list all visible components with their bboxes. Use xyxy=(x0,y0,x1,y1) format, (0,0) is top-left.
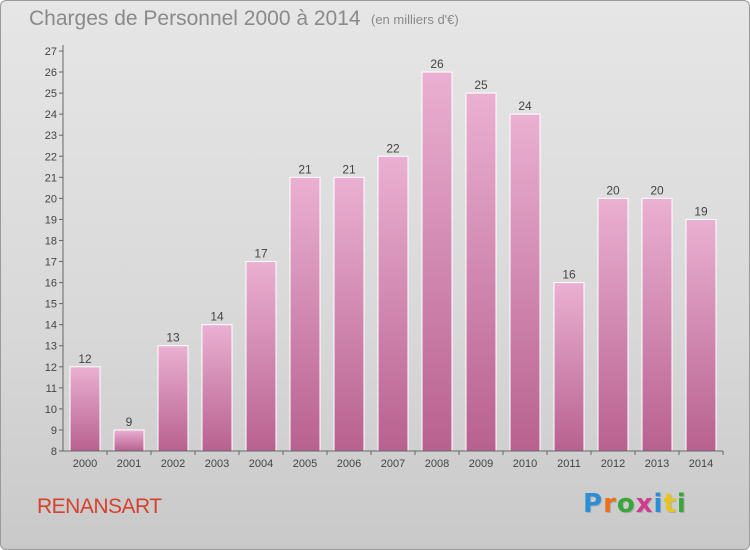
bar-value-label: 16 xyxy=(562,268,576,282)
y-tick-label: 15 xyxy=(45,299,57,311)
y-tick-label: 27 xyxy=(45,46,57,58)
bar-value-label: 26 xyxy=(430,57,444,71)
bar-value-label: 19 xyxy=(694,204,708,218)
bar-value-label: 25 xyxy=(474,78,488,92)
x-tick-label: 2013 xyxy=(645,458,669,470)
x-tick-label: 2008 xyxy=(425,458,449,470)
y-tick-label: 22 xyxy=(45,151,57,163)
x-tick-label: 2001 xyxy=(117,458,141,470)
bar-value-label: 12 xyxy=(78,352,92,366)
y-tick-label: 20 xyxy=(45,193,57,205)
x-tick-label: 2004 xyxy=(249,458,273,470)
bar-value-label: 14 xyxy=(210,310,224,324)
x-tick-label: 2003 xyxy=(205,458,229,470)
bar-2007 xyxy=(377,155,409,452)
bar-2003 xyxy=(201,324,233,452)
bar-value-label: 21 xyxy=(298,162,312,176)
bar-value-label: 20 xyxy=(606,183,620,197)
x-tick-label: 2011 xyxy=(557,458,581,470)
chart-title: Charges de Personnel 2000 à 2014 xyxy=(29,7,361,30)
logo-letter: o xyxy=(616,489,636,519)
y-tick-label: 21 xyxy=(45,172,57,184)
x-tick-label: 2002 xyxy=(161,458,185,470)
bar-2000 xyxy=(69,366,101,452)
y-tick-label: 26 xyxy=(45,67,57,79)
bar-2004 xyxy=(245,261,277,452)
logo-letter: i xyxy=(676,489,687,519)
bar-2010 xyxy=(509,113,541,452)
logo-letter: r xyxy=(603,489,617,519)
bar-2005 xyxy=(289,176,321,452)
logo-letter: P xyxy=(583,489,604,519)
bar-2009 xyxy=(465,92,497,452)
y-tick-label: 12 xyxy=(45,362,57,374)
logo-letter: x xyxy=(635,489,654,519)
proxiti-logo: Proxiti xyxy=(583,489,687,519)
bar-value-label: 9 xyxy=(126,415,133,429)
bar-value-label: 17 xyxy=(254,247,268,261)
bar-2011 xyxy=(553,282,585,452)
bar-value-label: 24 xyxy=(518,99,532,113)
x-tick-label: 2006 xyxy=(337,458,361,470)
x-tick-label: 2000 xyxy=(73,458,97,470)
y-tick-label: 8 xyxy=(51,446,57,458)
x-tick-label: 2010 xyxy=(513,458,537,470)
bar-2008 xyxy=(421,71,453,452)
x-tick-label: 2009 xyxy=(469,458,493,470)
bar-2001 xyxy=(113,429,145,452)
commune-name: RENANSART xyxy=(37,495,162,518)
y-tick-label: 11 xyxy=(46,383,57,395)
logo-letter: t xyxy=(663,489,677,519)
y-tick-label: 14 xyxy=(45,320,57,332)
y-tick-label: 9 xyxy=(51,425,57,437)
x-tick-label: 2014 xyxy=(689,458,713,470)
logo-letter: i xyxy=(653,489,664,519)
chart-unit: (en milliers d'€) xyxy=(371,12,459,27)
x-tick-label: 2012 xyxy=(601,458,625,470)
y-tick-label: 19 xyxy=(45,214,57,226)
bar-2006 xyxy=(333,176,365,452)
y-tick-label: 16 xyxy=(45,278,57,290)
bar-2014 xyxy=(685,218,717,452)
x-tick-label: 2007 xyxy=(381,458,405,470)
y-tick-label: 13 xyxy=(45,341,57,353)
bar-value-label: 22 xyxy=(386,141,400,155)
y-tick-label: 25 xyxy=(45,88,57,100)
y-tick-label: 10 xyxy=(45,404,57,416)
bar-value-label: 21 xyxy=(342,162,356,176)
y-tick-label: 18 xyxy=(45,235,57,247)
y-tick-label: 23 xyxy=(45,130,57,142)
y-tick-label: 17 xyxy=(45,257,57,269)
bar-2002 xyxy=(157,345,189,452)
bar-2012 xyxy=(597,197,629,452)
bar-value-label: 20 xyxy=(650,183,664,197)
bar-value-label: 13 xyxy=(166,331,180,345)
y-tick-label: 24 xyxy=(45,109,57,121)
x-tick-label: 2005 xyxy=(293,458,317,470)
bar-2013 xyxy=(641,197,673,452)
